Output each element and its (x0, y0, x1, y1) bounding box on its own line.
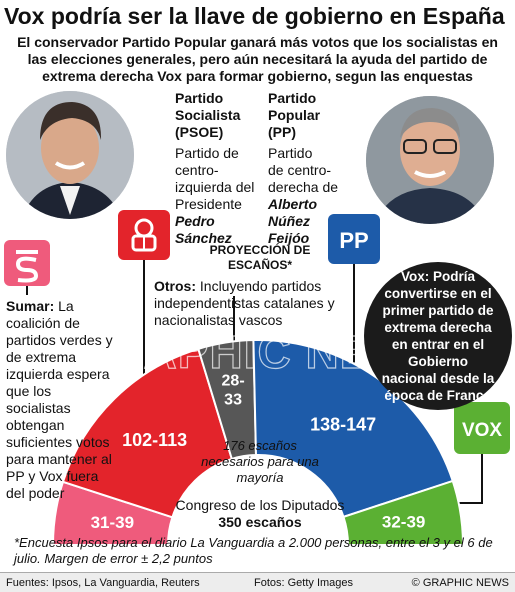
pp-info: Partido Popular (PP) Partido de centro- … (268, 90, 358, 247)
seat-arc (51, 339, 465, 546)
congress-line1: Congreso de los Diputados (175, 497, 345, 513)
vox-logo-text: VOX (462, 420, 502, 441)
congress-label: Congreso de los Diputados 350 escaños (160, 497, 360, 531)
pp-title-line: Partido (268, 90, 317, 106)
pp-leader-last: Feijóo (268, 230, 310, 246)
pp-title: Partido Popular (PP) (268, 90, 358, 141)
pp-desc-line: de centro- (268, 162, 332, 178)
feijoo-photo (366, 96, 494, 224)
pp-logo: PP (328, 214, 380, 264)
seat-arc-labels: 31-39 102-113 28-33 138-147 32-39 (91, 372, 426, 532)
sumar-label: Sumar: (6, 298, 55, 314)
seat-label-vox: 32-39 (382, 513, 425, 532)
psoe-title-line: Socialista (175, 107, 241, 123)
seat-label-otros: 28-33 (222, 372, 245, 408)
psoe-desc-line: Presidente (175, 196, 242, 212)
psoe-leader-last: Sánchez (175, 230, 232, 246)
otros-note: Otros: Incluyendo partidos independentis… (154, 278, 384, 329)
sumar-logo (4, 240, 50, 286)
seat-label-sumar: 31-39 (91, 513, 134, 532)
pp-desc-line: Partido (268, 145, 313, 161)
sanchez-photo (6, 91, 134, 219)
seat-label-psoe: 102-113 (122, 430, 187, 450)
psoe-desc: Partido de centro- izquierda del Preside… (175, 145, 270, 247)
seat-projection-title: PROYECCIÓN DE ESCAÑOS* (209, 243, 311, 272)
headline: Vox podría ser la llave de gobierno en E… (4, 3, 505, 29)
vox-connector (452, 454, 483, 504)
vox-bubble: Vox: Podría convertirse en el primer par… (364, 262, 512, 410)
pp-title-line: Popular (268, 107, 321, 123)
footer: Fuentes: Ipsos, La Vanguardia, Reuters F… (0, 572, 515, 592)
vox-note: Vox: Podría convertirse en el primer par… (381, 269, 495, 403)
otros-text: Incluyendo partidos independentistas cat… (154, 278, 335, 328)
seat-segment-pp (252, 339, 455, 519)
pp-logo-text: PP (339, 228, 368, 253)
sumar-note: Sumar: La coalición de partidos verdes y… (6, 298, 116, 502)
pp-leader-mid: Núñez (268, 213, 310, 229)
psoe-info: Partido Socialista (PSOE) Partido de cen… (175, 90, 270, 247)
footer-sources: Fuentes: Ipsos, La Vanguardia, Reuters (6, 577, 200, 589)
psoe-title-line: (PSOE) (175, 124, 224, 140)
psoe-leader-first: Pedro (175, 213, 215, 229)
footer-credit: © GRAPHIC NEWS (411, 577, 509, 589)
sumar-text: La coalición de partidos verdes y de ext… (6, 298, 113, 501)
psoe-title-line: Partido (175, 90, 224, 106)
psoe-desc-line: izquierda del (175, 179, 255, 195)
psoe-logo (118, 210, 170, 260)
pp-title-line: (PP) (268, 124, 296, 140)
psoe-desc-line: centro- (175, 162, 219, 178)
footer-photos: Fotos: Getty Images (254, 577, 354, 589)
congress-line2: 350 escaños (218, 514, 302, 530)
pp-leader-first: Alberto (268, 196, 317, 212)
footnote: *Encuesta Ipsos para el diario La Vangua… (14, 535, 493, 566)
otros-label: Otros: (154, 278, 196, 294)
seat-segment-psoe (61, 347, 234, 519)
majority-note: 176 escaños necesarios para una mayoría (201, 438, 319, 485)
psoe-desc-line: Partido de (175, 145, 239, 161)
subhead: El conservador Partido Popular ganará má… (17, 34, 498, 84)
pp-desc-line: derecha de (268, 179, 339, 195)
seat-segment-vox (342, 479, 465, 546)
psoe-title: Partido Socialista (PSOE) (175, 90, 270, 141)
sumar-s-icon (15, 250, 39, 283)
vox-logo: VOX (454, 402, 510, 454)
pp-desc: Partido de centro- derecha de Alberto Nú… (268, 145, 358, 247)
rose-fist-icon (131, 218, 157, 252)
seat-label-pp: 138-147 (310, 415, 376, 435)
